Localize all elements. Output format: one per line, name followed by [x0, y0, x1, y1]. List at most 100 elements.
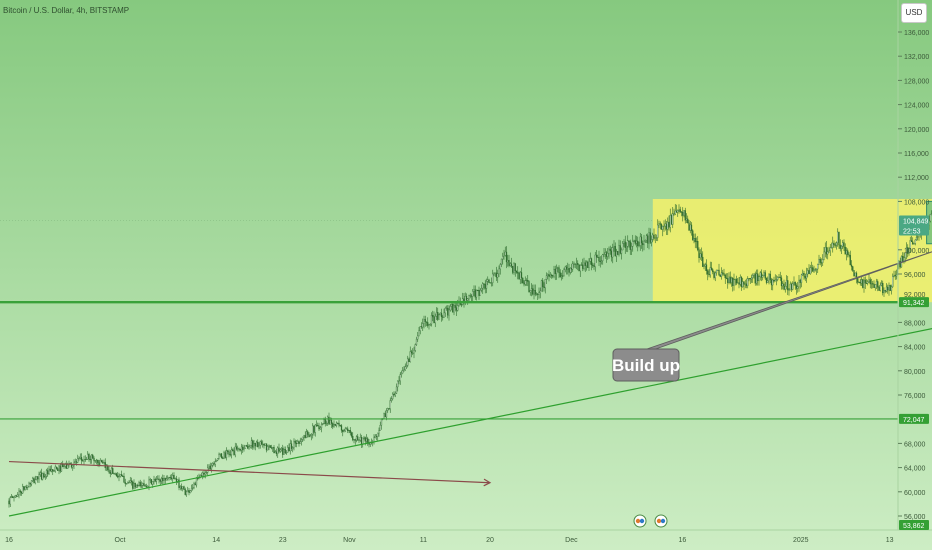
candle-body — [552, 275, 554, 277]
ascending-trendline[interactable] — [8, 301, 932, 517]
candle — [632, 234, 634, 252]
candle-body — [238, 448, 240, 450]
candle-body — [565, 266, 568, 270]
candle-body — [149, 479, 151, 481]
candle-body — [95, 459, 98, 461]
candle — [268, 444, 270, 451]
candle-body — [395, 386, 398, 394]
candle — [10, 494, 13, 499]
candle — [314, 423, 316, 437]
lower-level-badge — [899, 413, 929, 424]
candle-body — [484, 284, 486, 289]
candle-body — [160, 478, 163, 482]
candle-body — [639, 236, 641, 246]
candle — [48, 465, 50, 476]
candle-body — [522, 277, 524, 284]
candle — [863, 277, 865, 293]
candle — [322, 423, 324, 426]
candle — [280, 447, 283, 452]
event-icon-dot — [656, 518, 662, 524]
candle — [508, 254, 510, 268]
candle-body — [894, 274, 896, 277]
candle-body — [202, 472, 204, 476]
candle — [647, 233, 649, 249]
candle — [390, 396, 393, 403]
candle-body — [185, 491, 188, 495]
candle-body — [683, 210, 685, 216]
candle-body — [508, 260, 510, 266]
candle — [688, 219, 690, 232]
candle-body — [719, 274, 721, 277]
economic-event-icon[interactable] — [654, 514, 668, 528]
candle — [295, 439, 298, 448]
candle — [612, 243, 614, 264]
currency-button[interactable]: USD — [901, 3, 927, 23]
candle — [557, 266, 559, 273]
candle-body — [635, 240, 638, 244]
candle-body — [618, 245, 620, 255]
candle-body — [783, 283, 785, 290]
candle — [160, 476, 163, 484]
candle-body — [500, 258, 503, 265]
descending-arrow-line[interactable] — [8, 460, 491, 484]
candle — [438, 313, 440, 320]
candle-body — [209, 465, 211, 470]
candle-body — [353, 439, 355, 441]
callout-box[interactable] — [612, 348, 680, 382]
candle — [260, 439, 263, 446]
candle-body — [122, 475, 124, 477]
candle-body — [13, 496, 15, 499]
candle — [705, 259, 708, 275]
candle — [519, 270, 521, 285]
candle — [533, 284, 535, 300]
candle-body — [29, 482, 31, 485]
candle — [839, 239, 841, 252]
candle-body — [770, 279, 773, 286]
candle — [332, 422, 334, 430]
x-tick-label: Dec — [565, 537, 578, 544]
candle-body — [414, 344, 416, 351]
candle-body — [592, 264, 594, 266]
candle — [230, 446, 233, 459]
candle — [422, 318, 424, 331]
candle — [134, 482, 136, 489]
economic-event-icon[interactable] — [633, 514, 647, 528]
candle-body — [780, 277, 783, 287]
candle — [150, 479, 153, 485]
candle — [672, 207, 674, 229]
candle-body — [93, 458, 95, 461]
candle — [602, 253, 604, 265]
candle-body — [39, 472, 41, 475]
candle — [588, 258, 590, 271]
candle — [343, 428, 345, 433]
candle — [440, 308, 443, 322]
candle — [907, 244, 909, 258]
candle-body — [133, 483, 135, 489]
candle — [248, 444, 250, 450]
support-level-badge — [899, 297, 929, 308]
candle-body — [758, 276, 760, 282]
candle-body — [62, 464, 64, 467]
candle-body — [728, 276, 730, 283]
candle-body — [864, 279, 866, 284]
candle — [865, 279, 868, 284]
candle-body — [322, 423, 324, 425]
candle-body — [157, 478, 159, 480]
candle-body — [325, 422, 328, 424]
candle — [628, 240, 630, 248]
candle — [794, 281, 796, 290]
candle-body — [379, 425, 381, 431]
candle-body — [363, 437, 365, 439]
candle-body — [757, 273, 759, 282]
candle-body — [408, 358, 410, 363]
candle — [599, 256, 601, 268]
candle — [305, 428, 308, 439]
candle-body — [445, 307, 448, 309]
candle-body — [629, 241, 631, 250]
candle-body — [608, 248, 610, 254]
candle — [684, 207, 686, 224]
candle — [715, 269, 718, 276]
y-tick-label: 76,000 — [904, 393, 926, 400]
candle-body — [717, 269, 719, 271]
